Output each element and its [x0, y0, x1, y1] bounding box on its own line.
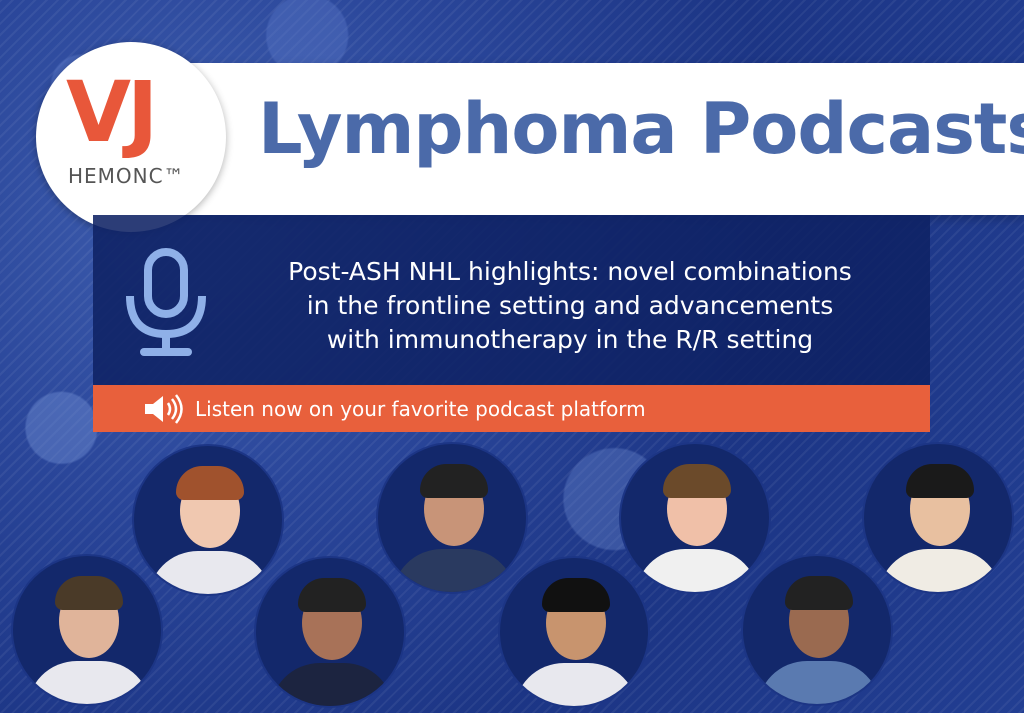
logo-mark: VJ	[66, 63, 158, 161]
page-title: Lymphoma Podcasts	[258, 88, 1024, 170]
speaker-icon	[145, 393, 183, 424]
speaker-photo	[619, 442, 771, 594]
title-banner	[150, 63, 1024, 215]
vj-hemonc-logo: VJ HEMONC™	[36, 42, 226, 232]
listen-now-banner[interactable]: Listen now on your favorite podcast plat…	[93, 385, 930, 432]
speaker-photo	[11, 554, 163, 706]
cta-label: Listen now on your favorite podcast plat…	[195, 396, 646, 421]
speaker-photo	[498, 556, 650, 708]
episode-description: Post-ASH NHL highlights: novel combinati…	[288, 257, 852, 354]
microphone-icon	[120, 248, 212, 362]
logo-sub: HEMONC™	[68, 164, 185, 188]
speaker-photo	[254, 556, 406, 708]
speaker-photo	[862, 442, 1014, 594]
description-panel	[93, 215, 930, 385]
speaker-photo	[741, 554, 893, 706]
speaker-photo	[376, 442, 528, 594]
speaker-photo	[132, 444, 284, 596]
